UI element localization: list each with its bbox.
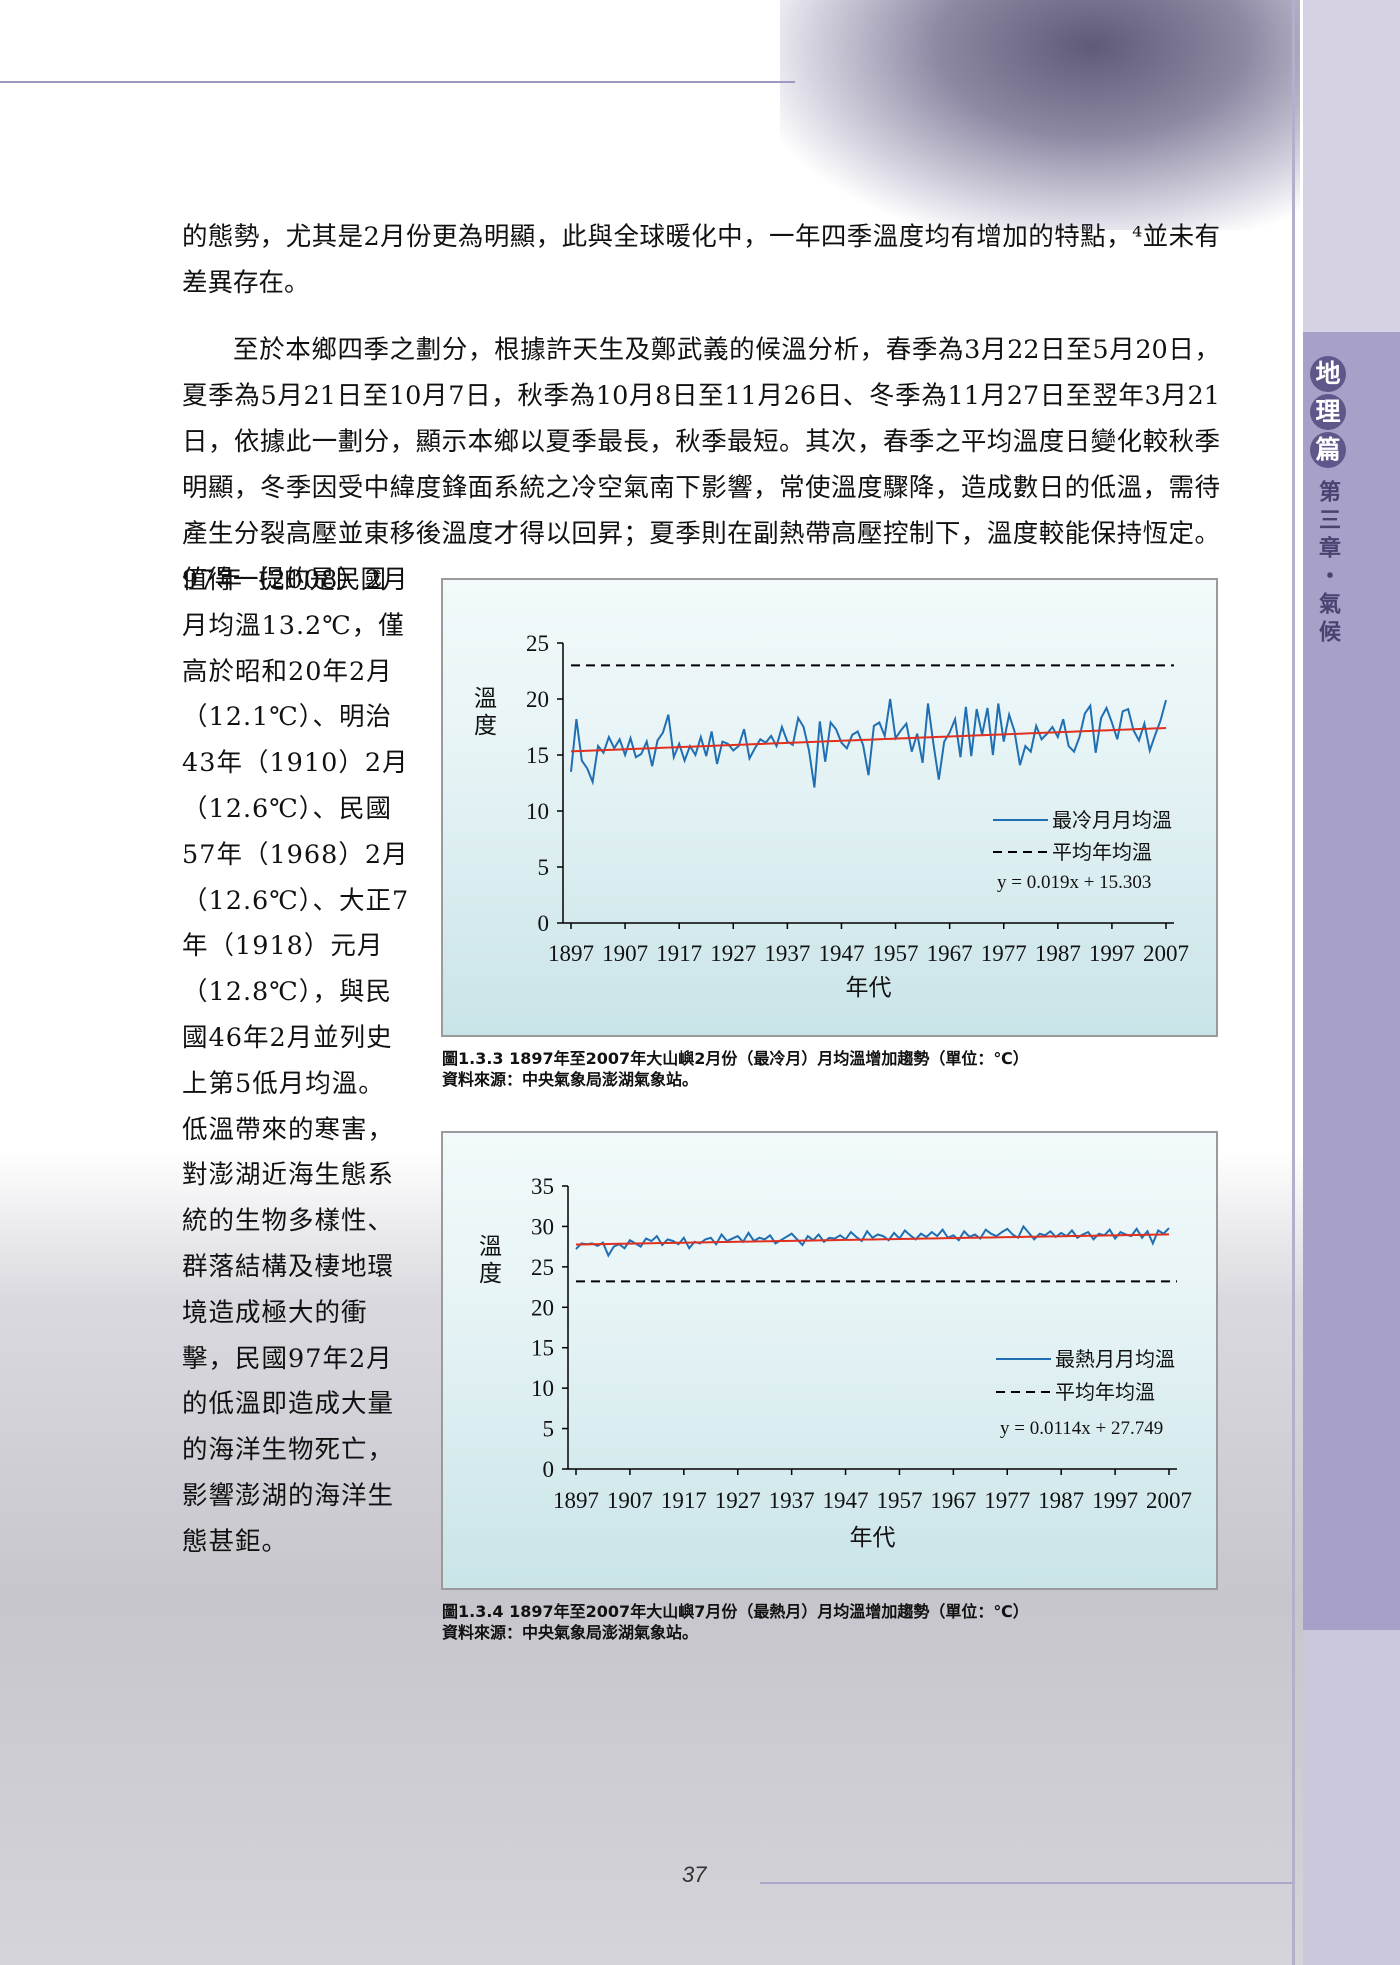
x-tick-label: 1937 xyxy=(769,1488,815,1513)
margin-rule xyxy=(1292,0,1295,1965)
y-tick-label: 5 xyxy=(538,855,550,880)
x-tick-label: 1917 xyxy=(661,1488,707,1513)
chart-panel: 0 5 10 15 20 25 30 35 1897 1907 1917 1927 1937 1947 19… xyxy=(441,1131,1218,1590)
y-tick-label: 10 xyxy=(526,799,549,824)
x-tick-label: 1917 xyxy=(656,941,702,966)
x-tick-label: 1977 xyxy=(984,1488,1030,1513)
x-axis-title: 年代 xyxy=(846,975,892,1000)
x-tick-label: 1967 xyxy=(927,941,973,966)
x-tick-label: 1977 xyxy=(981,941,1027,966)
x-tick-label: 1927 xyxy=(710,941,756,966)
x-tick-label: 1987 xyxy=(1035,941,1081,966)
y-tick-label: 20 xyxy=(526,687,549,712)
y-tick-label: 15 xyxy=(531,1336,554,1361)
y-tick-label: 30 xyxy=(531,1214,554,1239)
x-tick-label: 1927 xyxy=(715,1488,761,1513)
x-tick-label: 2007 xyxy=(1146,1488,1192,1513)
y-tick-label: 5 xyxy=(543,1417,555,1442)
x-tick-label: 1967 xyxy=(930,1488,976,1513)
caption: 圖1.3.3 1897年至2007年大山嶼2月份（最冷月）月均溫增加趨勢（單位：… xyxy=(442,1048,1029,1090)
y-tick-label: 0 xyxy=(543,1457,555,1482)
figure-source: 資料來源：中央氣象局澎湖氣象站。 xyxy=(442,1623,699,1642)
paragraph: 的態勢，尤其是2月份更為明顯，此與全球暖化中，一年四季溫度均有增加的特點，⁴並未… xyxy=(182,222,1220,298)
x-tick-label: 1907 xyxy=(607,1488,653,1513)
x-tick-label: 1947 xyxy=(818,941,864,966)
y-tick-label: 35 xyxy=(531,1174,554,1199)
page-number: 37 xyxy=(682,1862,707,1887)
section-char: 地 xyxy=(1310,356,1346,392)
x-tick-label: 1997 xyxy=(1089,941,1135,966)
sidebar-band xyxy=(1303,0,1400,332)
y-tick-label: 0 xyxy=(538,911,550,936)
caption: 圖1.3.4 1897年至2007年大山嶼7月份（最熱月）月均溫增加趨勢（單位：… xyxy=(442,1601,1029,1643)
chapter-label: 第三章・氣候 xyxy=(1315,480,1341,648)
x-tick-label: 1957 xyxy=(876,1488,922,1513)
y-axis-title: 溫度 xyxy=(476,1234,503,1288)
y-axis-title: 溫度 xyxy=(471,686,498,740)
x-tick-label: 1897 xyxy=(553,1488,599,1513)
x-tick-label: 1957 xyxy=(873,941,919,966)
section-char: 篇 xyxy=(1310,432,1346,468)
trend-equation: y = 0.019x + 15.303 xyxy=(997,872,1151,893)
figure-caption: 圖1.3.3 1897年至2007年大山嶼2月份（最冷月）月均溫增加趨勢（單位：… xyxy=(442,1049,1029,1068)
x-tick-label: 1937 xyxy=(764,941,810,966)
trend-line xyxy=(575,1233,1170,1246)
data-line xyxy=(570,698,1167,788)
y-tick-label: 10 xyxy=(531,1376,554,1401)
x-tick-label: 1997 xyxy=(1092,1488,1138,1513)
y-tick-label: 20 xyxy=(531,1295,554,1320)
section-char: 理 xyxy=(1310,394,1346,430)
sidebar-band xyxy=(1303,1630,1400,1965)
footer-rule xyxy=(760,1882,1292,1884)
header-rule xyxy=(0,81,795,83)
figure-source: 資料來源：中央氣象局澎湖氣象站。 xyxy=(442,1070,699,1089)
trend-equation: y = 0.0114x + 27.749 xyxy=(1000,1418,1163,1439)
y-tick-label: 15 xyxy=(526,743,549,768)
chart-panel: 0 5 10 15 20 25 1897 1907 1917 1927 1937 1947 1957 19… xyxy=(441,578,1218,1037)
header-photo xyxy=(780,0,1300,230)
x-tick-label: 2007 xyxy=(1143,941,1189,966)
x-axis-title: 年代 xyxy=(850,1525,896,1550)
legend-label: 最冷月月均溫 xyxy=(1052,809,1172,832)
chart: 0 5 10 15 20 25 1897 1907 1917 1927 1937 1947 1957 19… xyxy=(471,631,1190,1000)
x-tick-label: 1907 xyxy=(602,941,648,966)
legend-label: 最熱月月均溫 xyxy=(1055,1348,1175,1371)
data-line xyxy=(575,1224,1170,1258)
side-paragraph: 97年（2008）2月月均溫13.2℃，僅高於昭和20年2月（12.1℃）、明治… xyxy=(182,565,410,1557)
legend-label: 平均年均溫 xyxy=(1052,841,1152,864)
x-tick-label: 1897 xyxy=(548,941,594,966)
trend-line xyxy=(570,726,1167,753)
y-tick-label: 25 xyxy=(526,631,549,656)
x-tick-label: 1947 xyxy=(823,1488,869,1513)
figure-caption: 圖1.3.4 1897年至2007年大山嶼7月份（最熱月）月均溫增加趨勢（單位：… xyxy=(442,1602,1029,1621)
chart: 0 5 10 15 20 25 30 35 1897 1907 1917 1927 1937 1947 19… xyxy=(476,1174,1193,1550)
y-tick-label: 25 xyxy=(531,1255,554,1280)
paragraph: 至於本鄉四季之劃分，根據許天生及鄭武義的候溫分析，春季為3月22日至5月20日，… xyxy=(182,335,1220,595)
sidebar-band xyxy=(1303,332,1400,1630)
legend-label: 平均年均溫 xyxy=(1055,1381,1155,1404)
x-tick-label: 1987 xyxy=(1038,1488,1084,1513)
